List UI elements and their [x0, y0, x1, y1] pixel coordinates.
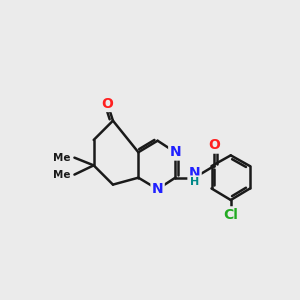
Text: H: H	[190, 176, 199, 187]
Text: Cl: Cl	[223, 208, 238, 222]
Text: Me: Me	[53, 153, 70, 163]
Text: N: N	[169, 145, 181, 159]
Text: N: N	[189, 166, 200, 180]
Text: O: O	[208, 138, 220, 152]
Text: N: N	[152, 182, 164, 196]
Text: Me: Me	[53, 169, 70, 180]
Text: O: O	[102, 97, 113, 111]
